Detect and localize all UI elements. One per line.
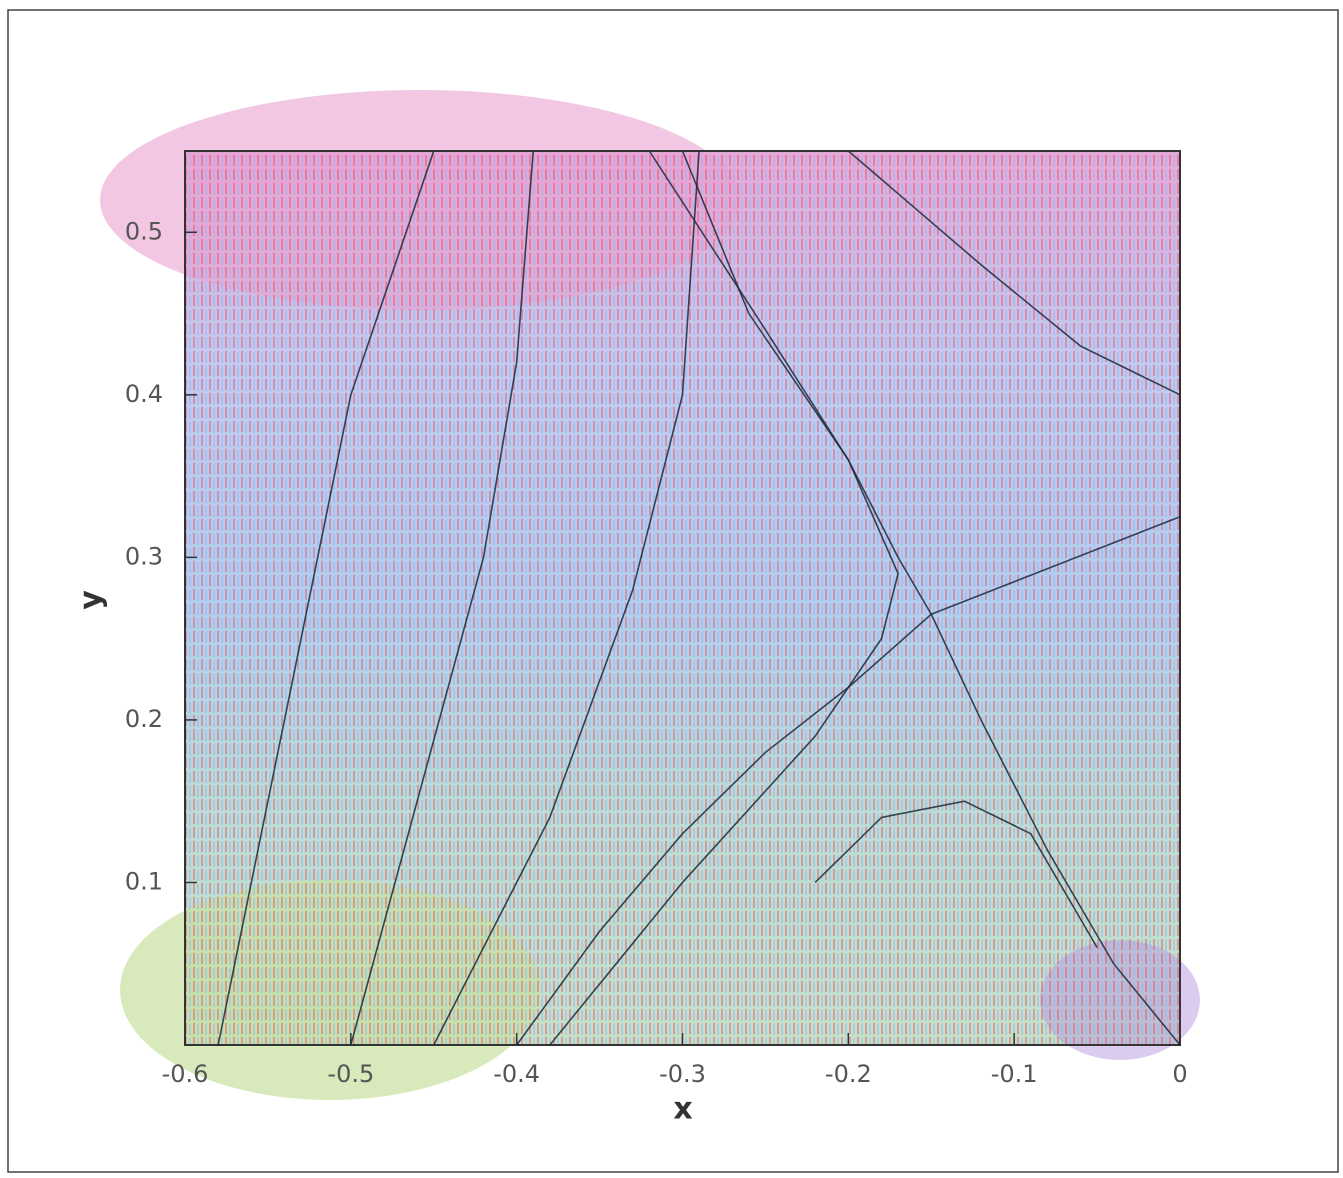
y-tick-label: 0.5 xyxy=(125,217,163,245)
y-tick-label: 0.4 xyxy=(125,380,163,408)
x-tick-label: -0.4 xyxy=(493,1060,540,1088)
y-tick-label: 0.1 xyxy=(125,867,163,895)
streamline xyxy=(814,800,1098,948)
streamline xyxy=(433,150,700,1046)
streamline xyxy=(549,150,899,1046)
frame xyxy=(7,9,1339,1173)
streamline xyxy=(350,150,535,1046)
x-tick-label: -0.3 xyxy=(659,1060,706,1088)
x-tick-label: -0.5 xyxy=(327,1060,374,1088)
x-axis-title: x xyxy=(673,1092,692,1127)
streamline xyxy=(847,150,1181,396)
x-tick-label: -0.6 xyxy=(162,1060,209,1088)
streamline xyxy=(217,150,435,1046)
x-tick-label: -0.2 xyxy=(825,1060,872,1088)
streamline xyxy=(930,613,1181,1046)
streamline xyxy=(930,515,1181,615)
x-tick-label: -0.1 xyxy=(991,1060,1038,1088)
vector-field xyxy=(185,151,1180,1045)
x-tick-label: 0 xyxy=(1172,1060,1187,1088)
y-axis-title: y xyxy=(74,590,109,610)
streamline xyxy=(516,613,932,1046)
y-tick-label: 0.3 xyxy=(125,542,163,570)
y-tick-label: 0.2 xyxy=(125,705,163,733)
